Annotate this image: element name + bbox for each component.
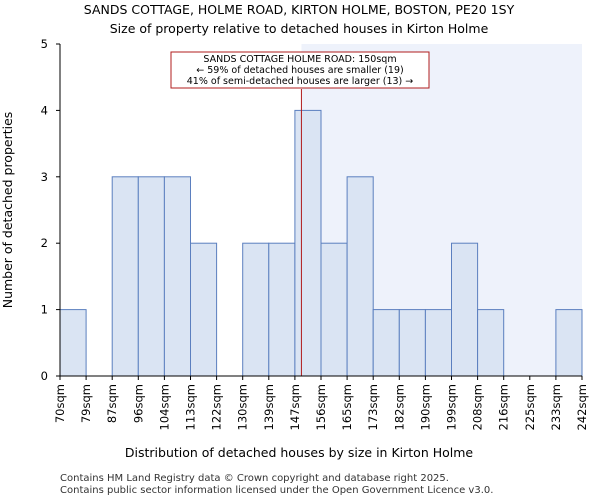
x-tick-label: 208sqm (471, 384, 485, 430)
x-tick-label: 199sqm (445, 384, 459, 430)
y-axis-label: Number of detached properties (0, 112, 15, 309)
x-tick-label: 173sqm (366, 384, 380, 430)
bar-156sqm (320, 242, 348, 377)
annotation-box: SANDS COTTAGE HOLME ROAD: 150sqm ← 59% o… (170, 51, 430, 89)
y-tick-label: 0 (41, 369, 48, 383)
x-tick-label: 190sqm (418, 384, 432, 430)
annotation-line-3: 41% of semi-detached houses are larger (… (187, 76, 414, 87)
bar-113sqm (190, 242, 218, 377)
bar-87sqm (111, 176, 139, 377)
y-tick-label: 3 (41, 170, 48, 184)
bar-208sqm (477, 309, 505, 377)
footer-line-1: Contains HM Land Registry data © Crown c… (60, 473, 449, 484)
bar-182sqm (398, 309, 426, 377)
annotation-line-1: SANDS COTTAGE HOLME ROAD: 150sqm (203, 54, 396, 65)
x-tick-label: 87sqm (105, 384, 119, 423)
x-tick-label: 139sqm (262, 384, 276, 430)
x-tick-label: 147sqm (288, 384, 302, 430)
bar-165sqm (346, 176, 374, 377)
bar-130sqm (242, 242, 270, 377)
bar-190sqm (424, 309, 452, 377)
x-tick-label: 233sqm (549, 384, 563, 430)
bar-199sqm (451, 242, 479, 377)
x-tick-label: 104sqm (157, 384, 171, 430)
x-tick-label: 130sqm (236, 384, 250, 430)
x-tick-label: 225sqm (523, 384, 537, 430)
bar-104sqm (163, 176, 191, 377)
bar-233sqm (555, 309, 583, 377)
y-tick-label: 4 (41, 103, 48, 117)
bar-147sqm (294, 109, 322, 377)
x-tick-label: 122sqm (210, 384, 224, 430)
bar-96sqm (137, 176, 165, 377)
x-tick-label: 165sqm (340, 384, 354, 430)
x-tick-label: 70sqm (53, 384, 67, 423)
x-tick-label: 216sqm (497, 384, 511, 430)
y-tick-label: 5 (41, 37, 48, 51)
chart-title: SANDS COTTAGE, HOLME ROAD, KIRTON HOLME,… (84, 2, 515, 17)
chart-subtitle: Size of property relative to detached ho… (110, 21, 489, 36)
y-tick-label: 1 (41, 303, 48, 317)
annotation-line-2: ← 59% of detached houses are smaller (19… (196, 65, 403, 76)
x-tick-label: 182sqm (392, 384, 406, 430)
y-tick-label: 2 (41, 236, 48, 250)
x-tick-label: 79sqm (79, 384, 93, 423)
footer-line-2: Contains public sector information licen… (60, 485, 493, 496)
bar-173sqm (372, 309, 400, 377)
x-tick-label: 242sqm (575, 384, 589, 430)
x-tick-label: 156sqm (314, 384, 328, 430)
x-axis-label: Distribution of detached houses by size … (125, 445, 474, 460)
bar-139sqm (268, 242, 296, 377)
bar-70sqm (59, 309, 87, 377)
x-tick-label: 96sqm (131, 384, 145, 423)
x-tick-label: 113sqm (184, 384, 198, 430)
